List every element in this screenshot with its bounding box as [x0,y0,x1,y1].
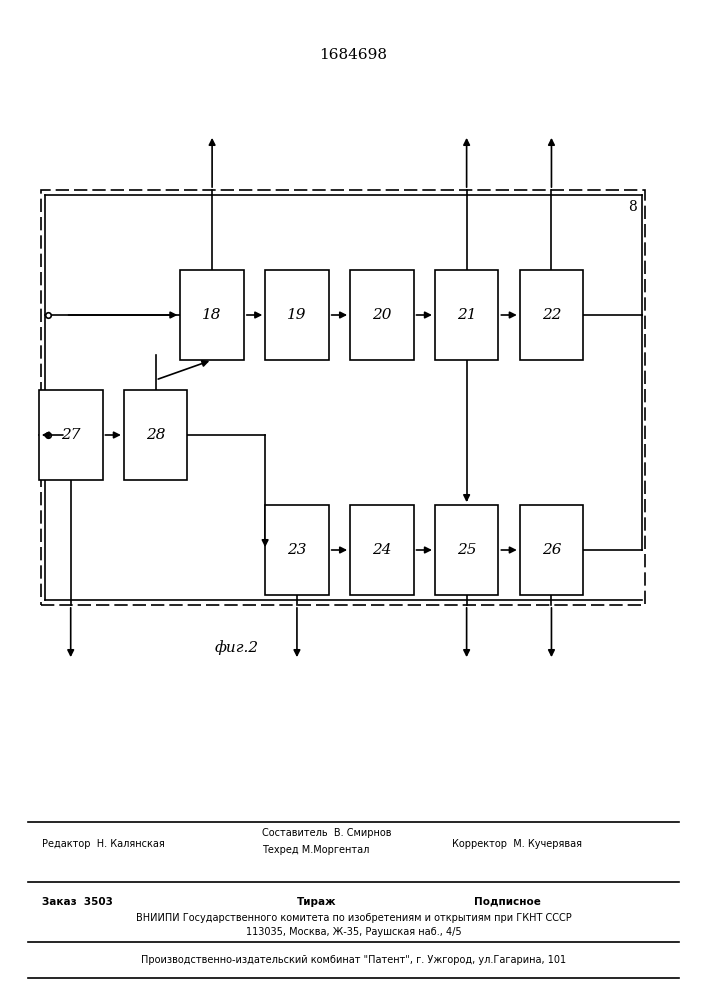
Text: ВНИИПИ Государственного комитета по изобретениям и открытиям при ГКНТ СССР: ВНИИПИ Государственного комитета по изоб… [136,913,571,923]
Text: Корректор  М. Кучерявая: Корректор М. Кучерявая [452,839,583,849]
Bar [124,390,187,480]
Text: 28: 28 [146,428,165,442]
Text: 19: 19 [287,308,307,322]
Bar [41,190,645,605]
Text: Производственно-издательский комбинат "Патент", г. Ужгород, ул.Гагарина, 101: Производственно-издательский комбинат "П… [141,955,566,965]
Text: Техред М.Моргентал: Техред М.Моргентал [262,845,369,855]
Bar [39,390,103,480]
Text: 21: 21 [457,308,477,322]
Bar [265,505,329,595]
Text: 25: 25 [457,543,477,557]
Text: 24: 24 [372,543,392,557]
Text: 113035, Москва, Ж-35, Раушская наб., 4/5: 113035, Москва, Ж-35, Раушская наб., 4/5 [246,927,461,937]
Bar [265,270,329,360]
Text: 1684698: 1684698 [320,48,387,62]
Bar [520,270,583,360]
Bar [350,505,414,595]
Text: 8: 8 [629,200,637,214]
Bar [435,270,498,360]
Text: 26: 26 [542,543,561,557]
Text: Заказ  3503: Заказ 3503 [42,897,113,907]
Text: 18: 18 [202,308,222,322]
Text: Подписное: Подписное [474,897,541,907]
Text: Тираж: Тираж [297,897,337,907]
Bar [180,270,244,360]
Bar [350,270,414,360]
Text: фиг.2: фиг.2 [215,641,259,655]
Text: 22: 22 [542,308,561,322]
Text: 20: 20 [372,308,392,322]
Bar [520,505,583,595]
Text: Составитель  В. Смирнов: Составитель В. Смирнов [262,828,391,838]
Text: 23: 23 [287,543,307,557]
Text: 27: 27 [61,428,81,442]
Text: Редактор  Н. Калянская: Редактор Н. Калянская [42,839,165,849]
Bar [435,505,498,595]
